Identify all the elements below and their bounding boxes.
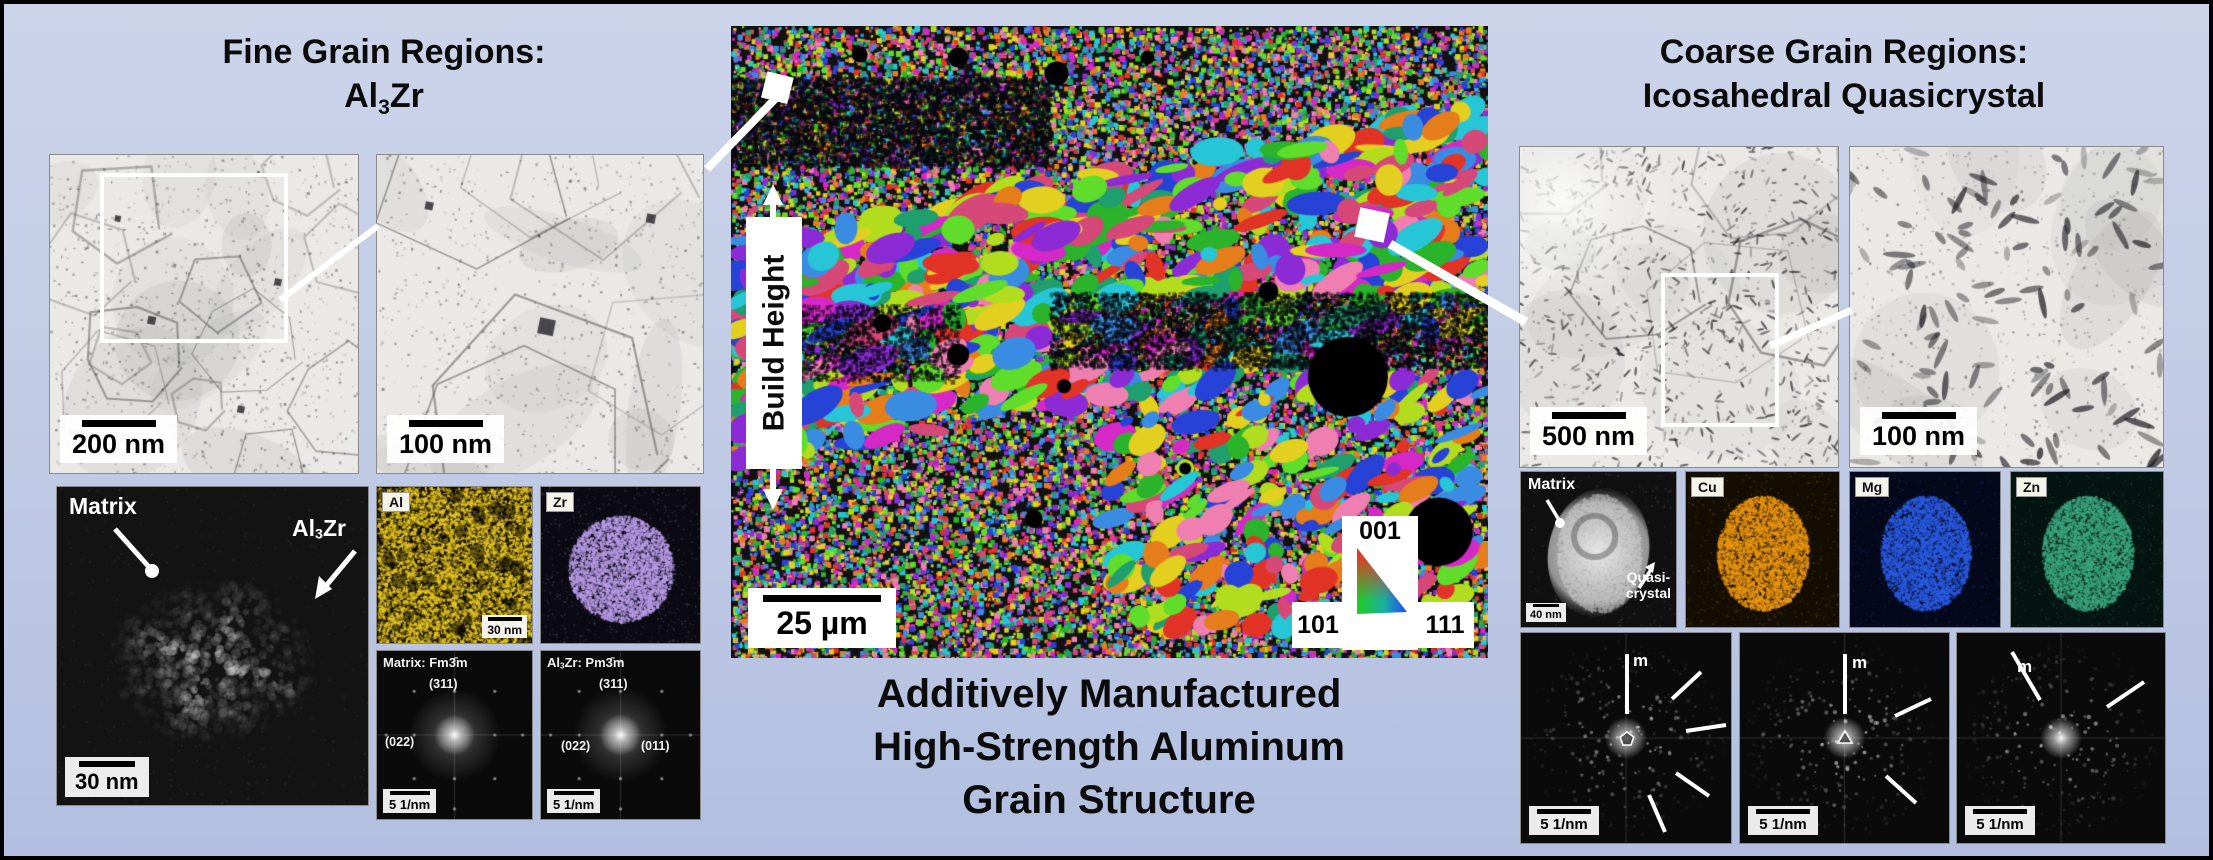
tem-image-200nm: 200 nm [49,154,359,474]
scale-bar [1756,809,1810,814]
scalebar-100nm-right: 100 nm [1860,407,1977,455]
scalebar-5nm-dp2: 5 1/nm [1748,806,1818,835]
ipf-legend: 001 [1342,516,1418,650]
left-title-formula: Al3Zr [64,74,704,130]
scale-bar [488,617,522,621]
scalebar-200nm: 200 nm [60,415,177,463]
eds-map-zr: Zr [540,486,701,644]
caption-line3: Grain Structure [764,774,1454,827]
figure-root: Fine Grain Regions: Al3Zr 200 nm 100 nm … [0,0,2213,860]
scalebar-5nm-al3zr: 5 1/nm [547,789,600,813]
dp-matrix-caption: Matrix: Fm3̄m [383,655,468,670]
scale-bar [1973,809,2027,814]
eds-zr-chip: Zr [546,492,574,512]
scalebar-40nm: 40 nm [1526,603,1566,622]
eds-zn-chip: Zn [2016,477,2047,497]
left-panel-title: Fine Grain Regions: Al3Zr [64,30,704,130]
tem-image-100nm-right: 100 nm [1849,146,2164,468]
matrix-label-right: Matrix [1528,476,1575,494]
mirror-label: m [2017,657,2032,677]
scale-bar [82,420,156,427]
mirror-label: m [1633,651,1648,671]
mirror-label: m [1852,653,1867,673]
spot-311: (311) [599,677,628,691]
matrix-label: Matrix [69,493,137,520]
scale-bar [1537,809,1591,814]
ipf-111-label: 111 [1416,602,1474,648]
eds-map-al: Al 30 nm [376,486,533,644]
scalebar-5nm-dp1: 5 1/nm [1529,806,1599,835]
eds-map-cu: Cu [1685,471,1840,628]
scale-bar [1552,412,1626,419]
ipf-triangle-icon [1349,544,1411,618]
build-height-label: Build Height [746,217,802,469]
scalebar-30nm-eds: 30 nm [482,615,527,638]
scalebar-5nm-matrix: 5 1/nm [383,789,436,813]
diffraction-quasicrystal-1: m 5 1/nm [1520,632,1732,844]
darkfield-image: Matrix Al3Zr 30 nm [56,486,369,806]
eds-al-chip: Al [382,492,410,512]
figure-caption: Additively Manufactured High-Strength Al… [764,668,1454,827]
scale-bar [1533,604,1559,607]
eds-map-mg: Mg [1849,471,2001,628]
diffraction-matrix: Matrix: Fm3̄m (311) (022) 5 1/nm [376,650,533,820]
al3zr-label: Al3Zr [292,515,346,543]
spot-022: (022) [561,739,590,753]
scalebar-500nm: 500 nm [1530,407,1647,455]
scale-bar [763,595,881,602]
left-title-line1: Fine Grain Regions: [64,30,704,74]
scalebar-25um: 25 µm [748,588,896,648]
diffraction-quasicrystal-3: m 5 1/nm [1956,632,2166,844]
quasicrystal-label: Quasi- crystal [1626,569,1671,601]
diffraction-quasicrystal-2: m 5 1/nm [1739,632,1950,844]
eds-map-zn: Zn [2010,471,2164,628]
diffraction-al3zr: Al3Zr: Pm3̄m (311) (022) (011) 5 1/nm [540,650,701,820]
scalebar-100nm-left: 100 nm [387,415,504,463]
scalebar-30nm-darkfield: 30 nm [65,757,149,797]
scale-bar [409,420,483,427]
scalebar-5nm-dp3: 5 1/nm [1965,806,2035,835]
tem-image-100nm-left: 100 nm [376,154,704,474]
eds-mg-chip: Mg [1855,477,1889,497]
right-title-line1: Coarse Grain Regions: [1509,30,2179,74]
spot-311: (311) [429,677,458,691]
ipf-101-label: 101 [1292,602,1344,648]
right-panel-title: Coarse Grain Regions: Icosahedral Quasic… [1509,30,2179,118]
caption-line1: Additively Manufactured [764,668,1454,721]
spot-011: (011) [641,739,670,753]
scale-bar [390,791,430,795]
caption-line2: High-Strength Aluminum [764,721,1454,774]
inset-box-right [1661,273,1779,427]
eds-map-matrix: Matrix Quasi- crystal 40 nm [1520,471,1677,628]
inset-box-left [100,173,288,343]
ipf-001-label: 001 [1359,518,1401,544]
tem-image-500nm: 500 nm [1519,146,1839,468]
scale-bar [554,791,594,795]
eds-cu-chip: Cu [1691,477,1724,497]
spot-022: (022) [385,735,414,749]
dp-al3zr-caption: Al3Zr: Pm3̄m [547,655,624,670]
scale-bar [1882,412,1956,419]
right-title-line2: Icosahedral Quasicrystal [1509,74,2179,118]
scale-bar [79,761,135,767]
